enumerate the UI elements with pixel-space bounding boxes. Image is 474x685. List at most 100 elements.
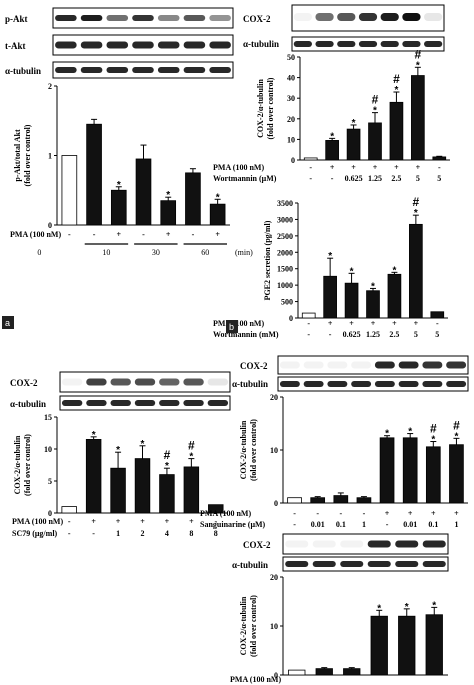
blot-band (134, 400, 156, 406)
treatment-row-label: PMA (100 nM) (12, 517, 63, 526)
blot-band (422, 361, 443, 369)
treatment-value: 0.01 (403, 520, 417, 529)
blot-box (282, 556, 449, 572)
blot-band (367, 540, 391, 548)
treatment-value: 0.625 (345, 174, 363, 183)
blot-band (340, 540, 364, 548)
treatment-value: + (371, 319, 376, 328)
treatment-value: + (394, 163, 399, 172)
blot-panel-c: COX-2 α-tubulin (10, 371, 231, 411)
significance-star: * (116, 445, 120, 456)
y-tick-label: 40 (287, 74, 295, 83)
blot-band (315, 41, 334, 47)
bar (432, 156, 447, 161)
treatment-row-label: PMA (100 nM) (200, 509, 251, 518)
significance-star: * (330, 131, 334, 142)
blot-panel-e: COX-2 α-tubulin (232, 533, 449, 572)
y-axis-label: COX-2/α-tubulin(fold over control) (13, 434, 32, 496)
treatment-value: - (309, 163, 312, 172)
bar (160, 200, 177, 226)
treatment-value: + (431, 509, 436, 518)
treatment-value: + (416, 163, 421, 172)
blot-label: α-tubulin (5, 66, 41, 76)
treatment-value: - (192, 230, 195, 239)
significance-star: * (92, 430, 96, 441)
blot-band (132, 15, 154, 21)
bar (288, 669, 306, 676)
blot-band (110, 400, 131, 406)
y-axis-label: PGE2 secretion (pg/ml) (263, 220, 272, 300)
treatment-value: - (68, 230, 71, 239)
blot-band (422, 381, 443, 387)
time-label: 0 (37, 248, 41, 257)
y-tick-label: 0 (274, 671, 278, 680)
blot-band (207, 400, 229, 406)
blot-band (157, 67, 180, 73)
blot-band (358, 13, 378, 21)
treatment-row-label: Sanguinarine (μM) (200, 520, 266, 529)
blot-band (358, 41, 378, 47)
panel-tag-label: b (229, 322, 234, 332)
y-tick-label: 10 (270, 446, 278, 455)
blot-label: p-Akt (5, 14, 28, 24)
blot-band (303, 381, 324, 387)
significance-star: * (371, 281, 375, 292)
blot-band (157, 15, 180, 21)
chart-last: 0 10 20 COX-2/α-tubulin(fold over control) *… (230, 573, 448, 684)
blot-box (282, 533, 449, 555)
blot-band (337, 41, 356, 47)
significance-star: * (141, 439, 145, 450)
treatment-value: 5 (435, 330, 439, 339)
blot-band (285, 561, 309, 567)
blot-band (312, 561, 336, 567)
treatment-value: - (142, 230, 145, 239)
time-label: 60 (201, 248, 209, 257)
chart-akt: 0 1 2 p-Akt/total Akt(fold over control) * * *… (10, 82, 253, 257)
bar (398, 615, 416, 676)
blot-band (395, 561, 419, 567)
blot-label: COX-2 (243, 540, 271, 550)
bar (389, 101, 404, 161)
y-tick-label: 5 (48, 477, 52, 486)
blot-band (106, 67, 129, 73)
treatment-value: + (215, 230, 220, 239)
treatment-value: 5 (414, 330, 418, 339)
bar (449, 444, 464, 504)
treatment-value: 8 (214, 529, 218, 538)
blot-panel-d: COX-2 α-tubulin (232, 355, 469, 392)
blot-band (398, 381, 419, 387)
treatment-value: + (165, 517, 170, 526)
treatment-value: + (408, 509, 413, 518)
y-tick-label: 0 (274, 499, 278, 508)
y-tick-label: 500 (281, 298, 293, 307)
bar (209, 203, 226, 226)
treatment-value: 2.5 (391, 174, 401, 183)
blot-box (277, 355, 469, 375)
significance-star: * (432, 600, 436, 611)
blot-band (80, 41, 103, 49)
treatment-value: + (454, 509, 459, 518)
significance-hash: # (453, 418, 460, 432)
treatment-row-label: Wortmannin (mM) (213, 330, 279, 339)
blot-band (159, 378, 180, 386)
blot-band (106, 15, 129, 21)
significance-star: * (454, 431, 458, 442)
y-axis-label: p-Akt/total Akt(fold over control) (13, 124, 32, 186)
significance-star: * (392, 265, 396, 276)
blot-band (132, 41, 154, 49)
treatment-value: - (329, 330, 332, 339)
treatment-value: + (166, 230, 171, 239)
blot-band (374, 381, 395, 387)
bar (343, 668, 361, 676)
significance-star: * (189, 452, 193, 463)
treatment-value: 2 (141, 529, 145, 538)
blot-band (209, 67, 231, 73)
significance-hash: # (415, 47, 422, 61)
blot-band (86, 400, 107, 406)
y-tick-label: 0 (48, 509, 52, 518)
bar (310, 497, 326, 504)
blot-band (86, 378, 107, 386)
treatment-value: + (91, 517, 96, 526)
y-tick-label: 20 (287, 115, 295, 124)
significance-star: * (431, 435, 435, 446)
